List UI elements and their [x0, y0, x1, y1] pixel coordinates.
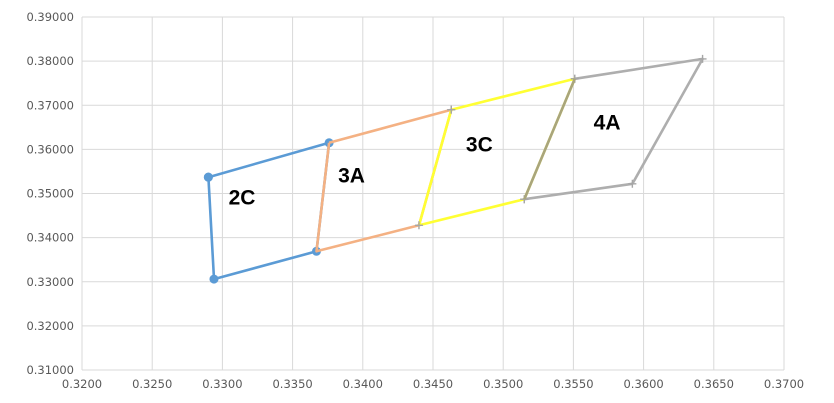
grid — [81, 16, 785, 371]
y-tick-label: 0.38000 — [26, 54, 74, 68]
x-tick-label: 0.3450 — [413, 377, 453, 391]
region-labels: 2C 3A 3C 4A — [229, 112, 621, 210]
y-tick-label: 0.39000 — [26, 10, 74, 24]
series-3c — [414, 74, 579, 230]
series-4a — [520, 54, 707, 204]
series-layer — [203, 54, 707, 284]
x-tick-label: 0.3250 — [132, 377, 172, 391]
data-point — [698, 54, 707, 63]
series-2c — [203, 138, 334, 284]
data-point — [447, 105, 456, 114]
y-tick-label: 0.35000 — [26, 187, 74, 201]
region-label-3c: 3C — [466, 134, 493, 157]
data-point — [209, 274, 219, 284]
x-tick-label: 0.3650 — [694, 377, 734, 391]
x-tick-label: 0.3400 — [343, 377, 383, 391]
y-tick-label: 0.32000 — [26, 319, 74, 333]
data-point — [203, 172, 213, 182]
x-tick-label: 0.3300 — [202, 377, 242, 391]
region-label-2c: 2C — [229, 187, 256, 210]
region-label-3a: 3A — [338, 164, 365, 187]
series-4a-left-edge — [523, 78, 576, 200]
data-point — [414, 221, 423, 230]
tick-labels: 0.3200 0.3250 0.3300 0.3350 0.3400 0.3450 0.35… — [26, 10, 804, 391]
x-tick-label: 0.3500 — [483, 377, 523, 391]
y-tick-label: 0.33000 — [26, 275, 74, 289]
series-line — [523, 78, 576, 200]
y-tick-label: 0.36000 — [26, 142, 74, 156]
series-line — [524, 57, 704, 201]
series-line — [417, 77, 577, 227]
x-tick-label: 0.3600 — [623, 377, 663, 391]
region-label-4a: 4A — [594, 112, 621, 135]
x-tick-label: 0.3550 — [553, 377, 593, 391]
series-line — [207, 141, 331, 281]
y-tick-label: 0.37000 — [26, 98, 74, 112]
x-tick-label: 0.3700 — [764, 377, 804, 391]
x-tick-label: 0.3200 — [62, 377, 102, 391]
y-tick-label: 0.31000 — [26, 363, 74, 377]
x-tick-label: 0.3350 — [272, 377, 312, 391]
y-tick-label: 0.34000 — [26, 231, 74, 245]
data-point — [628, 179, 637, 188]
